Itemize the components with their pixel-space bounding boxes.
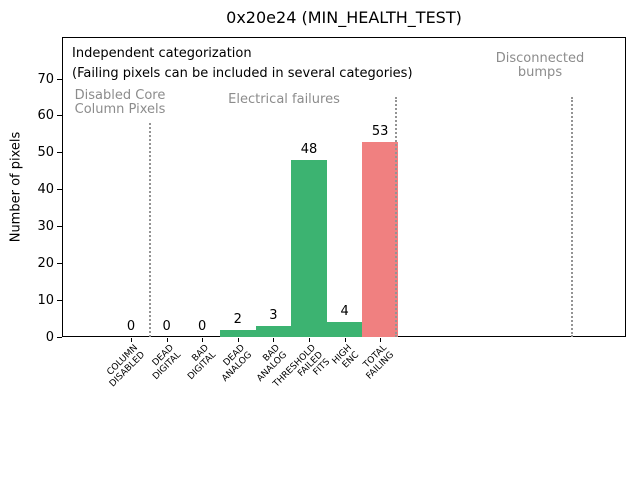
y-tick-mark xyxy=(57,225,62,227)
y-tick-label: 70 xyxy=(37,71,54,87)
bar xyxy=(220,329,256,337)
y-tick-mark xyxy=(57,299,62,301)
section-divider-line xyxy=(149,123,151,337)
bar-value-label: 53 xyxy=(371,123,389,139)
section-divider-line xyxy=(571,97,573,337)
note-independent-categorization: Independent categorization xyxy=(72,46,252,61)
bar xyxy=(291,160,327,337)
y-tick-label: 60 xyxy=(37,108,54,124)
x-tick-mark xyxy=(166,338,168,342)
y-tick-mark xyxy=(57,189,62,191)
bar-value-label: 0 xyxy=(162,319,171,334)
y-tick-label: 50 xyxy=(37,145,54,161)
section-label-disconnected-bumps: Disconnected bumps xyxy=(495,51,585,80)
section-label-electrical-failures: Electrical failures xyxy=(228,92,340,107)
bar-value-label: 4 xyxy=(340,304,349,320)
y-tick-mark xyxy=(57,262,62,264)
y-tick-label: 10 xyxy=(37,292,54,308)
x-tick-mark xyxy=(344,338,346,342)
y-tick-label: 0 xyxy=(45,329,54,345)
x-tick-mark xyxy=(237,338,239,342)
x-tick-mark xyxy=(202,338,204,342)
y-tick-label: 20 xyxy=(37,255,54,271)
bar-value-label: 48 xyxy=(300,142,318,158)
bar xyxy=(255,325,292,337)
x-tick-mark xyxy=(273,338,275,342)
bar xyxy=(326,322,363,337)
x-tick-mark xyxy=(309,338,310,342)
y-tick-mark xyxy=(57,336,62,338)
x-tick-mark xyxy=(380,338,382,342)
note-failing-pixels: (Failing pixels can be included in sever… xyxy=(72,66,413,81)
y-tick-mark xyxy=(57,115,62,117)
y-tick-label: 40 xyxy=(37,182,54,198)
section-label-disabled-core-column-pixels: Disabled Core Column Pixels xyxy=(74,88,166,117)
y-tick-label: 30 xyxy=(37,218,54,234)
chart-title: 0x20e24 (MIN_HEALTH_TEST) xyxy=(226,8,462,27)
bar-value-label: 3 xyxy=(269,307,278,323)
bar xyxy=(362,141,398,337)
plot-area xyxy=(62,37,626,337)
bar-value-label: 2 xyxy=(233,311,242,327)
section-divider-line xyxy=(395,97,397,337)
x-tick-mark xyxy=(131,338,132,342)
bar-value-label: 0 xyxy=(198,319,207,334)
y-tick-mark xyxy=(57,78,62,80)
bar-value-label: 0 xyxy=(126,319,136,334)
y-tick-mark xyxy=(57,152,62,154)
